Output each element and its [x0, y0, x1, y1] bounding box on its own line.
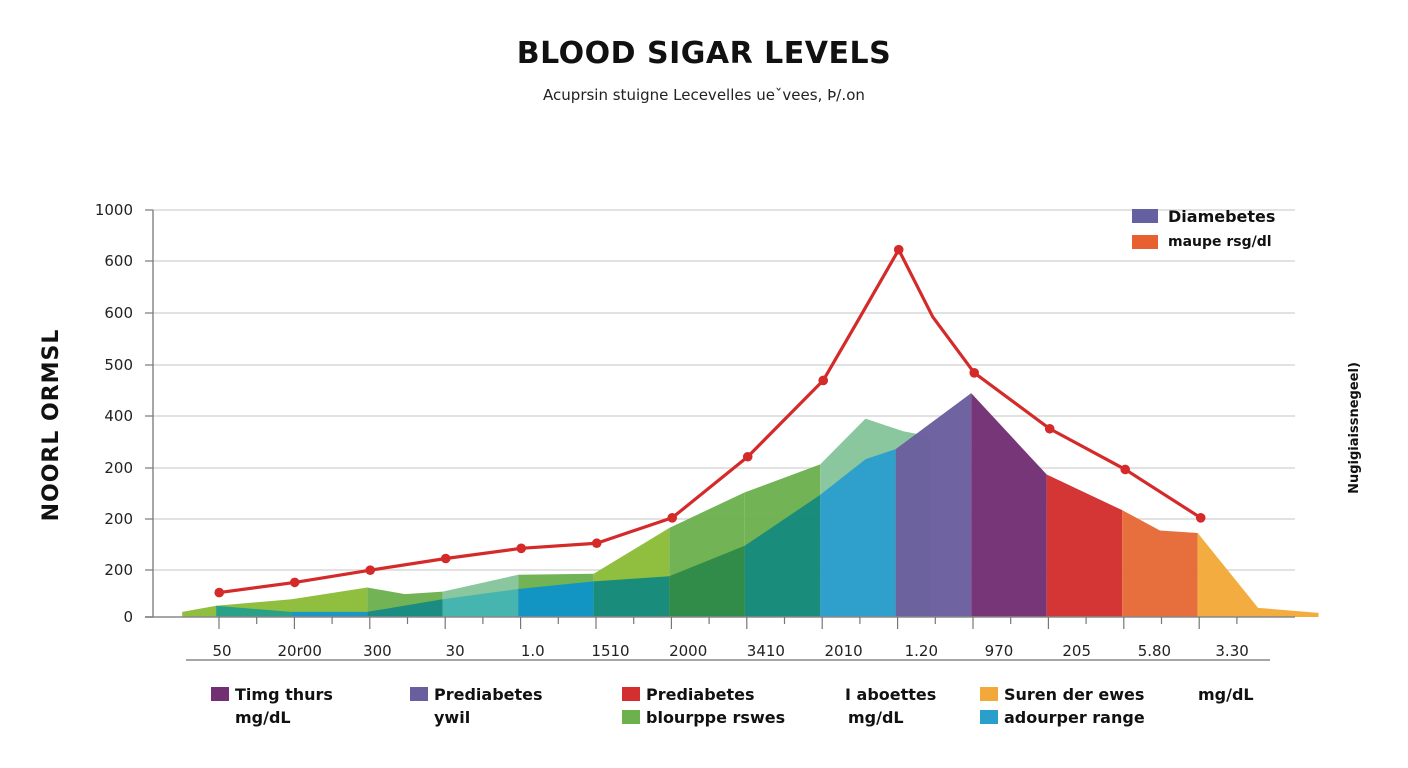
area-blue-a — [291, 611, 368, 617]
legend-swatch — [980, 710, 998, 724]
legend-label: adourper range — [1004, 707, 1145, 727]
line-marker — [969, 368, 980, 378]
y-tick-label: 1000 — [95, 201, 133, 219]
x-tick-label: 1.0 — [521, 642, 545, 660]
x-tick-label: 1510 — [591, 642, 629, 660]
line-marker — [289, 577, 300, 588]
x-tick-label: 1.20 — [905, 642, 938, 660]
area-orange-maupe — [1122, 510, 1198, 617]
legend-bottom: Timg thurs mg/dL Prediabetes ywil Predia… — [0, 683, 1408, 743]
area-violet-timg — [971, 393, 1047, 617]
area-teal-pale — [442, 589, 519, 617]
legend-item-prediabetes-purple: Prediabetes — [410, 683, 543, 705]
x-tick-label: 970 — [985, 642, 1014, 660]
legend-item-prediabetes-red: Prediabetes — [622, 683, 755, 705]
legend-sub-prediabetes: ywil — [434, 706, 470, 728]
area-teal-b — [367, 599, 443, 617]
line-marker — [667, 512, 678, 523]
legend-sub-timg: mg/dL — [235, 706, 291, 728]
legend-label: maupe rsg/dl — [1168, 234, 1272, 250]
area-teal-d — [744, 494, 821, 617]
x-tick-label: 3410 — [747, 642, 785, 660]
line-marker — [818, 375, 829, 386]
y-tick-label: 0 — [123, 608, 133, 626]
legend-label: I aboettes — [845, 684, 937, 704]
y-tick-label: 600 — [104, 252, 133, 270]
y-tick-label: 400 — [104, 407, 133, 425]
legend-sublabel: ywil — [434, 707, 471, 727]
legend-label: Timg thurs — [235, 684, 333, 704]
line-marker — [742, 451, 753, 462]
line-marker — [591, 538, 602, 549]
legend-item-blourppe: blourppe rswes — [622, 706, 785, 728]
legend-item-suren: Suren der ewes — [980, 683, 1144, 705]
legend-item-adourper: adourper range — [980, 706, 1145, 728]
line-marker — [1120, 464, 1131, 475]
line-marker — [440, 553, 451, 564]
legend-item-diamebetes: Diamebetes — [1132, 205, 1275, 227]
x-tick-label: 50 — [212, 642, 231, 660]
area-green-dark — [669, 545, 745, 617]
legend-label: mg/dL — [1198, 684, 1254, 704]
y-tick-label: 500 — [104, 356, 133, 374]
y-tick-label: 600 — [104, 304, 133, 322]
legend-swatch — [1132, 209, 1158, 223]
x-tick-label: 2010 — [825, 642, 863, 660]
x-tick-label: 5.80 — [1138, 642, 1171, 660]
chart-subtitle: Acuprsin stuigne Lecevelles ueˇvees, Þ/․… — [543, 86, 865, 104]
x-tick-label: 205 — [1062, 642, 1091, 660]
y-tick-label: 200 — [104, 459, 133, 477]
legend-swatch — [1132, 235, 1158, 249]
secondary-y-axis-label: Nugigiaissnegeel) — [1347, 362, 1362, 494]
line-marker — [365, 565, 376, 575]
legend-swatch — [622, 687, 640, 701]
legend-label: Prediabetes — [434, 684, 543, 704]
area-teal-a — [216, 605, 292, 617]
y-tick-label: 200 — [104, 561, 133, 579]
legend-sublabel: mg/dL — [848, 707, 904, 727]
line-marker — [1195, 512, 1206, 523]
legend-sub-aboettes: mg/dL — [848, 706, 904, 728]
x-axis-ticks: 50 20r00 300 30 1.0 1510 2000 3410 2010 1.20 970 20… — [212, 617, 1249, 660]
area-purple-prediabetes — [895, 393, 972, 617]
line-path — [219, 248, 1202, 595]
area-yellow-suren — [1197, 533, 1319, 617]
x-tick-label: 2000 — [669, 642, 707, 660]
legend-swatch — [980, 687, 998, 701]
x-tick-label: 3.30 — [1215, 642, 1248, 660]
legend-item-maupe: maupe rsg/dl — [1132, 231, 1275, 253]
legend-item-unit: mg/dL — [1198, 683, 1254, 705]
legend-swatch — [410, 687, 428, 701]
area-teal-c — [593, 576, 670, 617]
legend-label: blourppe rswes — [646, 707, 786, 727]
legend-item-timg: Timg thurs — [211, 683, 333, 705]
legend-label: Prediabetes — [646, 684, 755, 704]
line-series — [214, 244, 1206, 598]
axes — [145, 210, 1295, 661]
line-marker — [516, 543, 527, 554]
legend-swatch — [622, 710, 640, 724]
area-segments — [182, 393, 1319, 617]
legend-label: Suren der ewes — [1004, 684, 1145, 704]
y-tick-label: 200 — [104, 510, 133, 528]
y-axis-ticks: 0 200 200 200 400 500 600 600 1000 — [95, 201, 153, 626]
line-marker — [214, 587, 225, 598]
area-blue-b — [518, 581, 594, 617]
line-marker — [1044, 423, 1055, 434]
chart-title: BLOOD SIGAR LEVELS — [516, 36, 892, 71]
area-red-prediabetes — [1046, 474, 1123, 617]
line-marker — [893, 244, 904, 255]
legend-label: Diamebetes — [1168, 206, 1276, 226]
x-tick-label: 300 — [363, 642, 392, 660]
legend-item-aboettes: I aboettes — [845, 683, 936, 705]
x-tick-label: 20r00 — [278, 642, 322, 660]
legend-sublabel: mg/dL — [235, 707, 291, 727]
area-blue-c — [820, 449, 896, 617]
legend-top-right: Diamebetes maupe rsg/dl — [1132, 205, 1275, 257]
y-axis-label: NOORL ORMSL — [39, 329, 64, 522]
x-tick-label: 30 — [446, 642, 465, 660]
legend-swatch — [211, 687, 229, 701]
